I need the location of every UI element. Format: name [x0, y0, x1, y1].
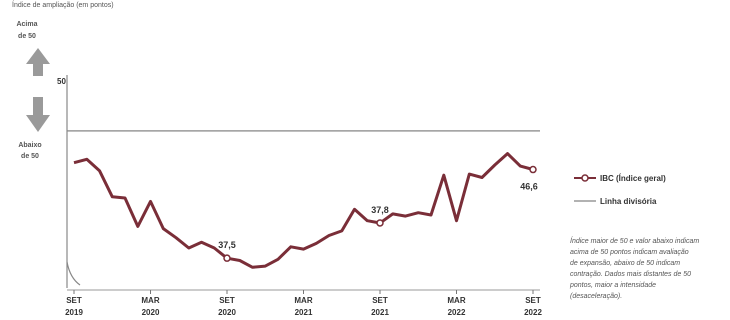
footnote: Índice maior de 50 e valor abaixo indica…	[569, 236, 699, 300]
reference-value-label: 50	[57, 77, 66, 86]
below-label-line1: Abaixo	[18, 142, 41, 149]
series-line	[73, 152, 534, 269]
x-tick-month: MAR	[294, 296, 312, 305]
x-tick-year: 2022	[448, 308, 466, 317]
series-group	[73, 152, 534, 269]
x-tick-month: SET	[525, 296, 541, 305]
x-tick-month: SET	[66, 296, 82, 305]
data-label: 37,8	[371, 205, 389, 215]
data-label: 46,6	[520, 182, 538, 192]
annotations-group: 37,5 37,8 46,6	[218, 165, 538, 262]
chart-subtitle: Índice de ampliação (em pontos)	[12, 0, 114, 9]
x-tick-month: MAR	[141, 296, 159, 305]
x-tick-year: 2020	[142, 308, 160, 317]
x-tick-year: 2021	[295, 308, 313, 317]
footnote-line: Índice maior de 50 e valor abaixo indica…	[570, 236, 699, 245]
data-point-marker	[223, 254, 231, 262]
footnote-line: de expansão, abaixo de 50 indicam	[570, 260, 680, 267]
x-tick-month: SET	[372, 296, 388, 305]
x-tick-year: 2019	[65, 308, 83, 317]
x-tick-month: MAR	[447, 296, 465, 305]
x-tick-month: SET	[219, 296, 235, 305]
up-arrow-icon	[26, 48, 50, 76]
legend-series-marker	[581, 174, 589, 182]
x-tick-year: 2022	[524, 308, 542, 317]
legend-reference-label: Linha divisória	[600, 197, 657, 206]
x-axis-ticks: SET 2019 MAR 2020 SET 2020 MAR 2021 SET 2021 MAR 20…	[65, 290, 542, 317]
footnote-line: contração. Dados mais distantes de 50	[570, 271, 691, 278]
x-tick-year: 2021	[371, 308, 389, 317]
footnote-line: (desaceleração).	[570, 293, 622, 300]
above-label-line2: de 50	[18, 33, 36, 40]
legend-series-label: IBC (Índice geral)	[600, 174, 666, 183]
data-point-marker	[529, 165, 537, 174]
down-arrow-icon	[26, 97, 50, 132]
footnote-line: pontos, maior a intensidade	[569, 282, 656, 289]
legend: IBC (Índice geral) Linha divisória	[574, 174, 666, 206]
data-point-marker	[376, 219, 384, 227]
x-tick-year: 2020	[218, 308, 236, 317]
footnote-line: acima de 50 pontos indicam avaliação	[570, 249, 689, 256]
axis-break-curve	[66, 261, 81, 286]
above-label-line1: Acima	[16, 21, 37, 28]
below-label-line2: de 50	[21, 153, 39, 160]
data-label: 37,5	[218, 240, 236, 250]
